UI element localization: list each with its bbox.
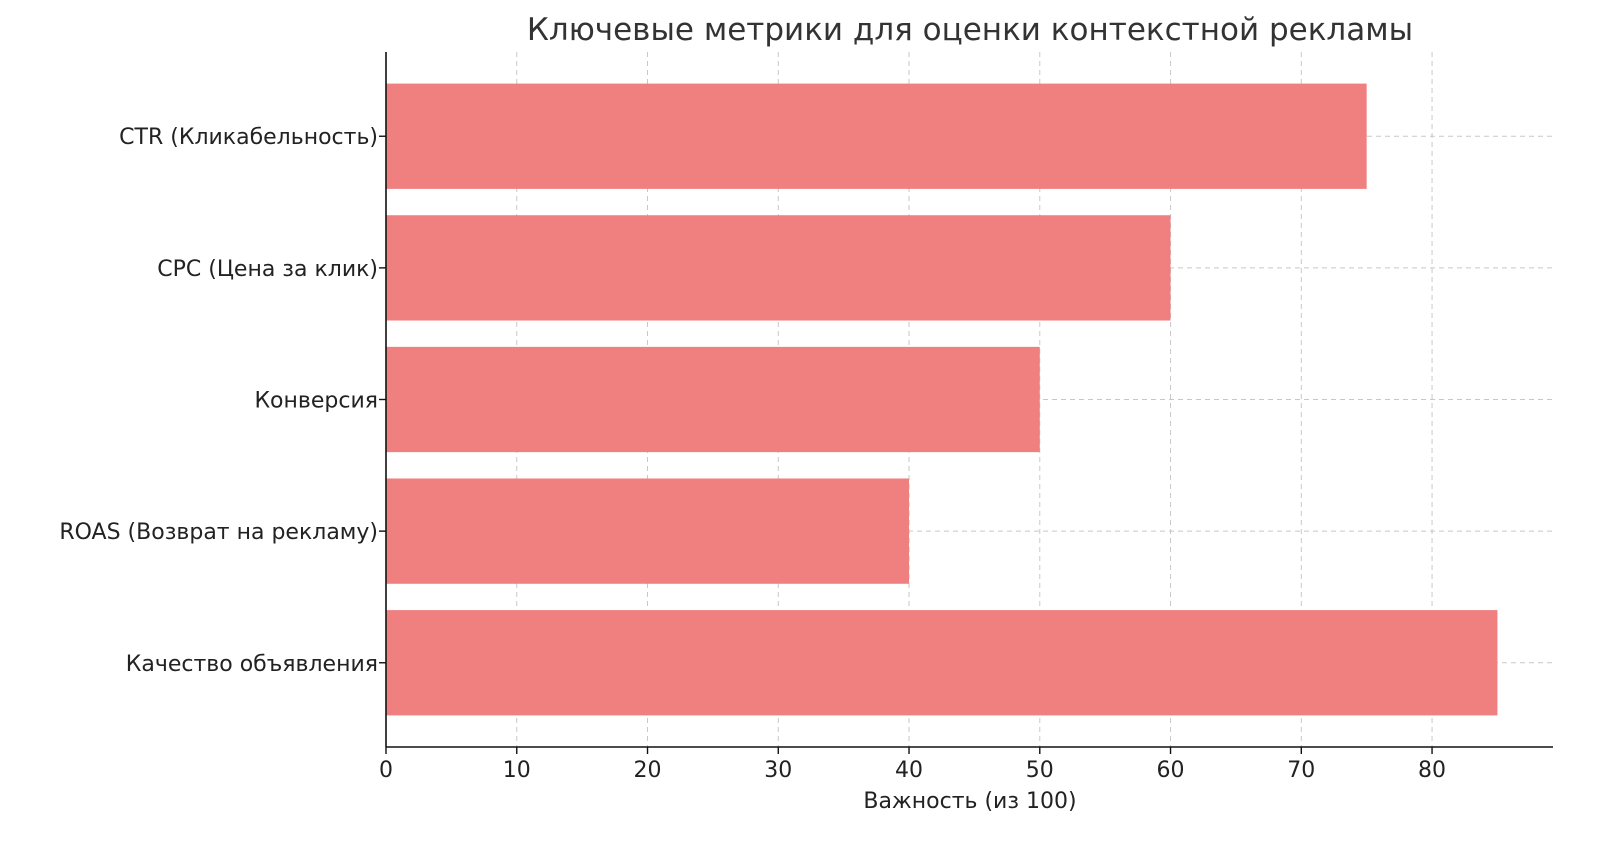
x-tick-label: 50 bbox=[1026, 758, 1054, 783]
chart-title: Ключевые метрики для оценки контекстной … bbox=[527, 12, 1413, 48]
bars bbox=[386, 83, 1498, 716]
x-tick-label: 20 bbox=[634, 758, 662, 783]
y-tick-label: Конверсия bbox=[254, 389, 378, 414]
x-tick-label: 80 bbox=[1418, 758, 1446, 783]
bar bbox=[386, 478, 910, 584]
bar bbox=[386, 215, 1171, 321]
bar bbox=[386, 346, 1040, 453]
x-tick-label: 0 bbox=[379, 758, 393, 783]
x-tick-label: 40 bbox=[895, 758, 923, 783]
y-tick-label: Качество объявления bbox=[126, 652, 378, 677]
x-tick-label: 60 bbox=[1157, 758, 1185, 783]
x-axis-label: Важность (из 100) bbox=[863, 789, 1076, 814]
x-tick-label: 10 bbox=[503, 758, 531, 783]
bar bbox=[386, 83, 1367, 189]
y-tick-label: CPC (Цена за клик) bbox=[157, 257, 378, 282]
y-tick-label: CTR (Кликабельность) bbox=[119, 125, 378, 150]
x-tick-label: 30 bbox=[764, 758, 792, 783]
bar bbox=[386, 610, 1498, 716]
x-tick-label: 70 bbox=[1287, 758, 1315, 783]
y-tick-label: ROAS (Возврат на рекламу) bbox=[59, 520, 378, 545]
axes: 0 10 20 30 40 50 60 70 80 CTR (Кликабельность) CPC… bbox=[59, 52, 1553, 783]
